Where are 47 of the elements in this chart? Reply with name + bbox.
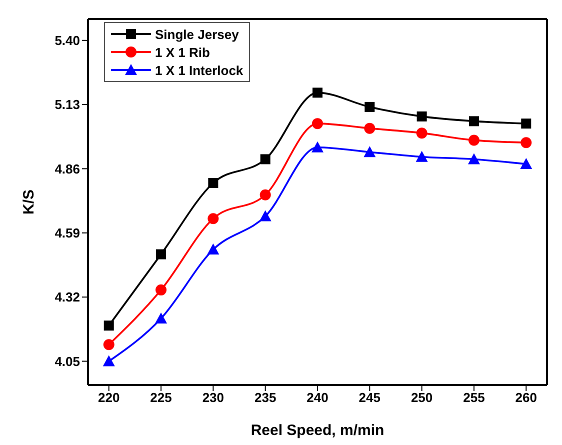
x-axis-title: Reel Speed, m/min <box>250 422 384 439</box>
point <box>312 118 323 130</box>
y-tick-label: 5.13 <box>54 97 80 112</box>
point <box>208 213 219 224</box>
point <box>520 158 532 169</box>
legend-label: 1 X 1 Rib <box>155 44 210 60</box>
x-tick-label: 240 <box>306 390 328 406</box>
legend-label: 1 X 1 Interlock <box>155 62 244 78</box>
point <box>364 122 376 134</box>
y-tick-label: 4.05 <box>54 354 80 369</box>
y-tick-label: 5.40 <box>54 33 80 48</box>
x-tick-label: 220 <box>98 390 120 406</box>
point <box>364 102 375 112</box>
point <box>312 88 322 98</box>
y-tick-label: 4.86 <box>54 161 80 176</box>
point <box>207 244 220 255</box>
x-tick-label: 225 <box>150 390 172 406</box>
point <box>364 146 376 158</box>
point <box>521 118 532 129</box>
point <box>156 249 166 260</box>
point <box>104 320 114 331</box>
point <box>156 284 167 296</box>
x-tick-label: 250 <box>410 390 433 406</box>
y-tick-label: 4.59 <box>54 226 80 241</box>
point <box>259 210 272 222</box>
point <box>208 178 218 188</box>
point <box>416 111 427 122</box>
point <box>103 339 114 350</box>
legend-label: Single Jersey <box>155 26 239 42</box>
x-tick-label: 230 <box>202 390 224 406</box>
point <box>416 150 428 162</box>
x-tick-label: 245 <box>358 390 381 406</box>
point <box>520 137 532 148</box>
point <box>155 312 168 324</box>
point <box>260 189 271 200</box>
x-tick-label: 235 <box>254 390 276 406</box>
point <box>312 141 324 152</box>
point <box>468 116 479 126</box>
point <box>102 355 115 366</box>
y-axis-title: K/S <box>20 189 38 215</box>
point <box>260 154 270 164</box>
y-tick-label: 4.32 <box>54 290 80 305</box>
x-tick-label: 255 <box>463 390 485 406</box>
point <box>468 153 480 164</box>
point <box>416 128 428 139</box>
x-tick-label: 260 <box>515 390 537 406</box>
point <box>468 134 480 146</box>
